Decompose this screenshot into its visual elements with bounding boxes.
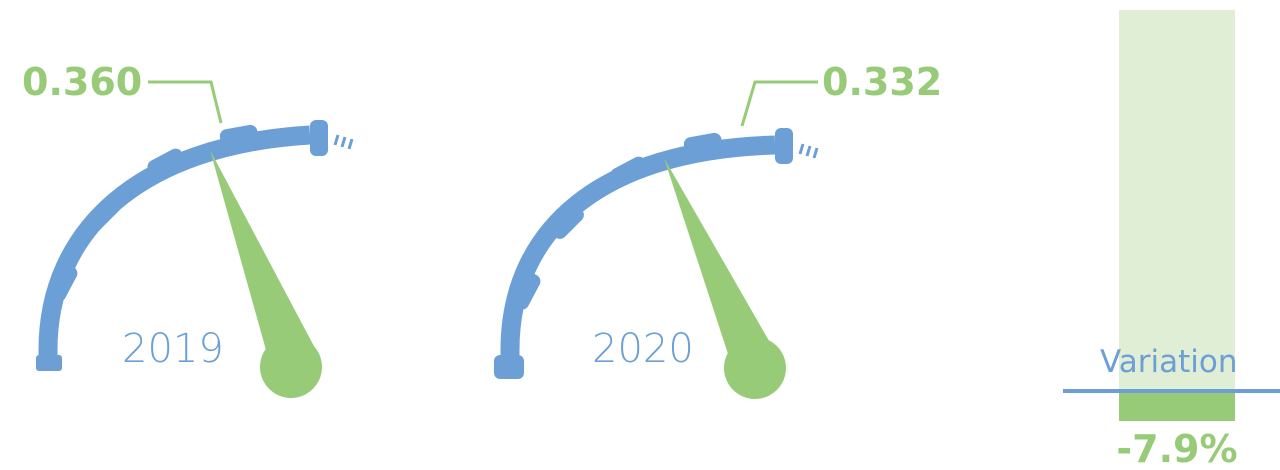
gauge-ticks [511, 132, 723, 310]
value-leader-line [148, 80, 223, 124]
gauge-needle-hub [260, 336, 322, 398]
value-leader-line [740, 80, 818, 127]
gauge-year-label: 2019 [122, 326, 224, 372]
variation-background-bar [1119, 10, 1235, 391]
gauge-base-cap [36, 355, 62, 371]
variation-value-label: -7.9% [1116, 427, 1237, 470]
variation-label: Variation [1100, 344, 1238, 380]
gauge-year-label: 2020 [592, 326, 694, 372]
gauge-end-cap [310, 120, 354, 156]
variation-chart: Variation -7.9% [1063, 10, 1280, 470]
gauge-needle [210, 150, 316, 350]
gauge-end-cap [775, 128, 819, 164]
gauge-base-cap [494, 355, 524, 379]
gauge-value-label: 0.360 [22, 60, 142, 104]
gauge-ticks [48, 124, 259, 302]
gauge-2019: 0.360 2019 [22, 60, 354, 398]
gauge-2020: 0.332 2020 [494, 60, 942, 399]
variation-bar [1119, 391, 1235, 421]
gauge-value-label: 0.332 [822, 60, 942, 104]
gauge-needle [664, 158, 780, 360]
gauge-needle-hub [724, 337, 786, 399]
